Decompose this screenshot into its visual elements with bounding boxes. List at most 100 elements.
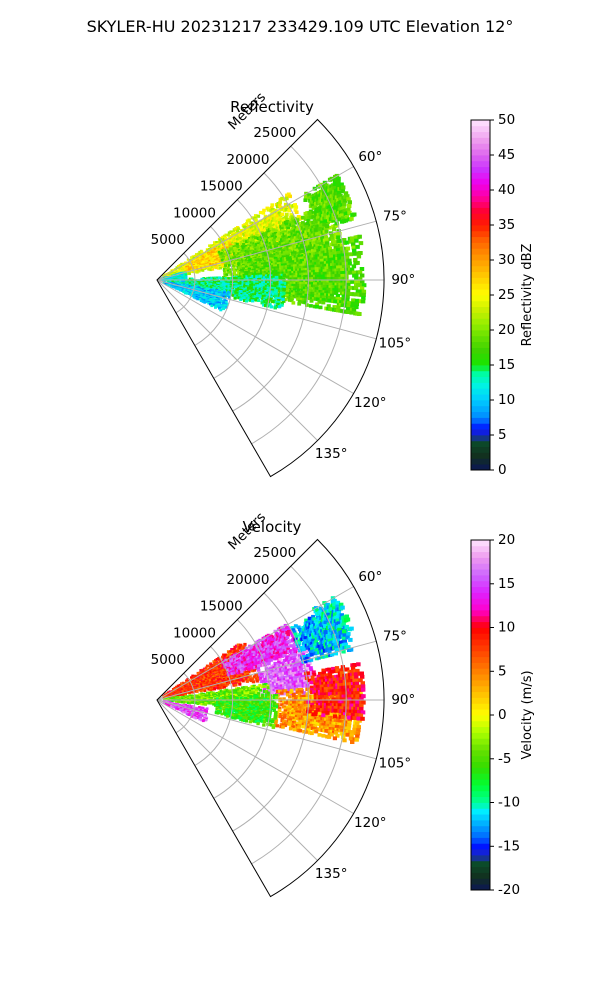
echo-gate — [250, 288, 255, 292]
echo-gate — [263, 232, 267, 236]
echo-gate — [202, 255, 205, 259]
echo-gate — [245, 227, 250, 231]
echo-gate — [322, 269, 327, 273]
echo-gate — [278, 285, 283, 289]
echo-gate — [300, 215, 305, 220]
echo-gate — [301, 279, 306, 283]
echo-gate — [250, 293, 254, 296]
echo-gate — [285, 254, 290, 258]
echo-gate — [280, 251, 285, 255]
echo-gate — [186, 258, 190, 261]
echo-gate — [278, 283, 283, 287]
echo-gate — [341, 265, 347, 269]
echo-gate — [332, 240, 337, 244]
echo-gate — [245, 240, 249, 243]
echo-gate — [283, 271, 288, 275]
echo-gate — [266, 240, 270, 244]
echo-gate — [255, 284, 259, 288]
echo-gate — [194, 271, 197, 274]
echo-gate — [264, 235, 268, 239]
echo-gate — [297, 257, 302, 261]
echo-gate — [261, 281, 265, 285]
echo-gate — [272, 277, 277, 281]
echo-gate — [297, 288, 301, 292]
echo-gate — [326, 287, 331, 292]
echo-gate — [261, 233, 265, 237]
echo-gate — [259, 245, 263, 249]
echo-gate — [291, 301, 296, 305]
echo-gate — [258, 247, 262, 251]
echo-gate — [231, 247, 235, 251]
echo-gate — [323, 227, 328, 231]
echo-gate — [257, 266, 261, 270]
echo-gate — [245, 222, 249, 225]
echo-gate — [360, 279, 365, 284]
echo-gate — [260, 225, 264, 229]
echo-gate — [265, 293, 270, 297]
echo-gate — [347, 261, 352, 266]
echo-gate — [275, 293, 280, 297]
echo-gate — [269, 305, 274, 309]
echo-gate — [309, 277, 313, 281]
echo-gate — [187, 262, 191, 265]
echo-gate — [257, 294, 262, 298]
echo-gate — [253, 228, 257, 232]
echo-gate — [248, 238, 252, 242]
echo-gate — [305, 282, 309, 286]
echo-gate — [300, 295, 304, 300]
echo-gate — [251, 235, 256, 239]
echo-gate — [275, 270, 280, 274]
echo-gate — [262, 208, 266, 212]
echo-gate — [287, 256, 292, 260]
echo-gate — [262, 291, 266, 295]
echo-gate — [355, 244, 360, 249]
echo-gate — [267, 270, 272, 274]
echo-gate — [297, 299, 302, 304]
echo-gate — [275, 279, 280, 283]
echo-gate — [279, 265, 283, 269]
echo-gate — [287, 271, 292, 275]
echo-gate — [223, 277, 227, 280]
echo-gate — [271, 243, 275, 247]
echo-gate — [293, 277, 298, 281]
echo-gate — [276, 302, 280, 306]
echo-gate — [263, 238, 267, 242]
echo-gate — [219, 255, 223, 259]
echo-gate — [350, 279, 355, 284]
echo-gate — [272, 279, 277, 283]
echo-gate — [270, 281, 275, 285]
echo-gate — [253, 250, 257, 254]
echo-gate — [285, 269, 289, 273]
echo-gate — [254, 243, 259, 247]
echo-gate — [242, 239, 246, 243]
echo-gate — [298, 290, 303, 295]
echo-gate — [346, 301, 352, 305]
echo-gate — [283, 265, 287, 269]
echo-gate — [268, 234, 272, 238]
echo-gate — [210, 265, 214, 269]
echo-gate — [340, 189, 345, 194]
echo-gate — [316, 229, 321, 233]
echo-gate — [267, 263, 271, 267]
echo-gate — [355, 298, 360, 303]
echo-gate — [273, 255, 278, 259]
echo-gate — [293, 257, 298, 261]
echo-gate — [303, 253, 308, 258]
echo-gate — [255, 269, 260, 273]
echo-gate — [263, 264, 267, 268]
echo-gate — [266, 291, 270, 295]
echo-gate — [256, 214, 261, 218]
echo-gate — [282, 261, 287, 265]
echo-gate — [296, 230, 300, 235]
echo-gate — [308, 239, 313, 243]
echo-gate — [266, 283, 271, 287]
echo-gate — [196, 271, 199, 274]
echo-gate — [280, 259, 284, 263]
echo-gate — [309, 272, 313, 276]
echo-gate — [288, 296, 292, 300]
echo-gate — [299, 270, 303, 274]
echo-gate — [358, 241, 364, 246]
echo-gate — [255, 239, 260, 243]
echo-gate — [266, 288, 270, 292]
echo-gate — [278, 205, 283, 210]
